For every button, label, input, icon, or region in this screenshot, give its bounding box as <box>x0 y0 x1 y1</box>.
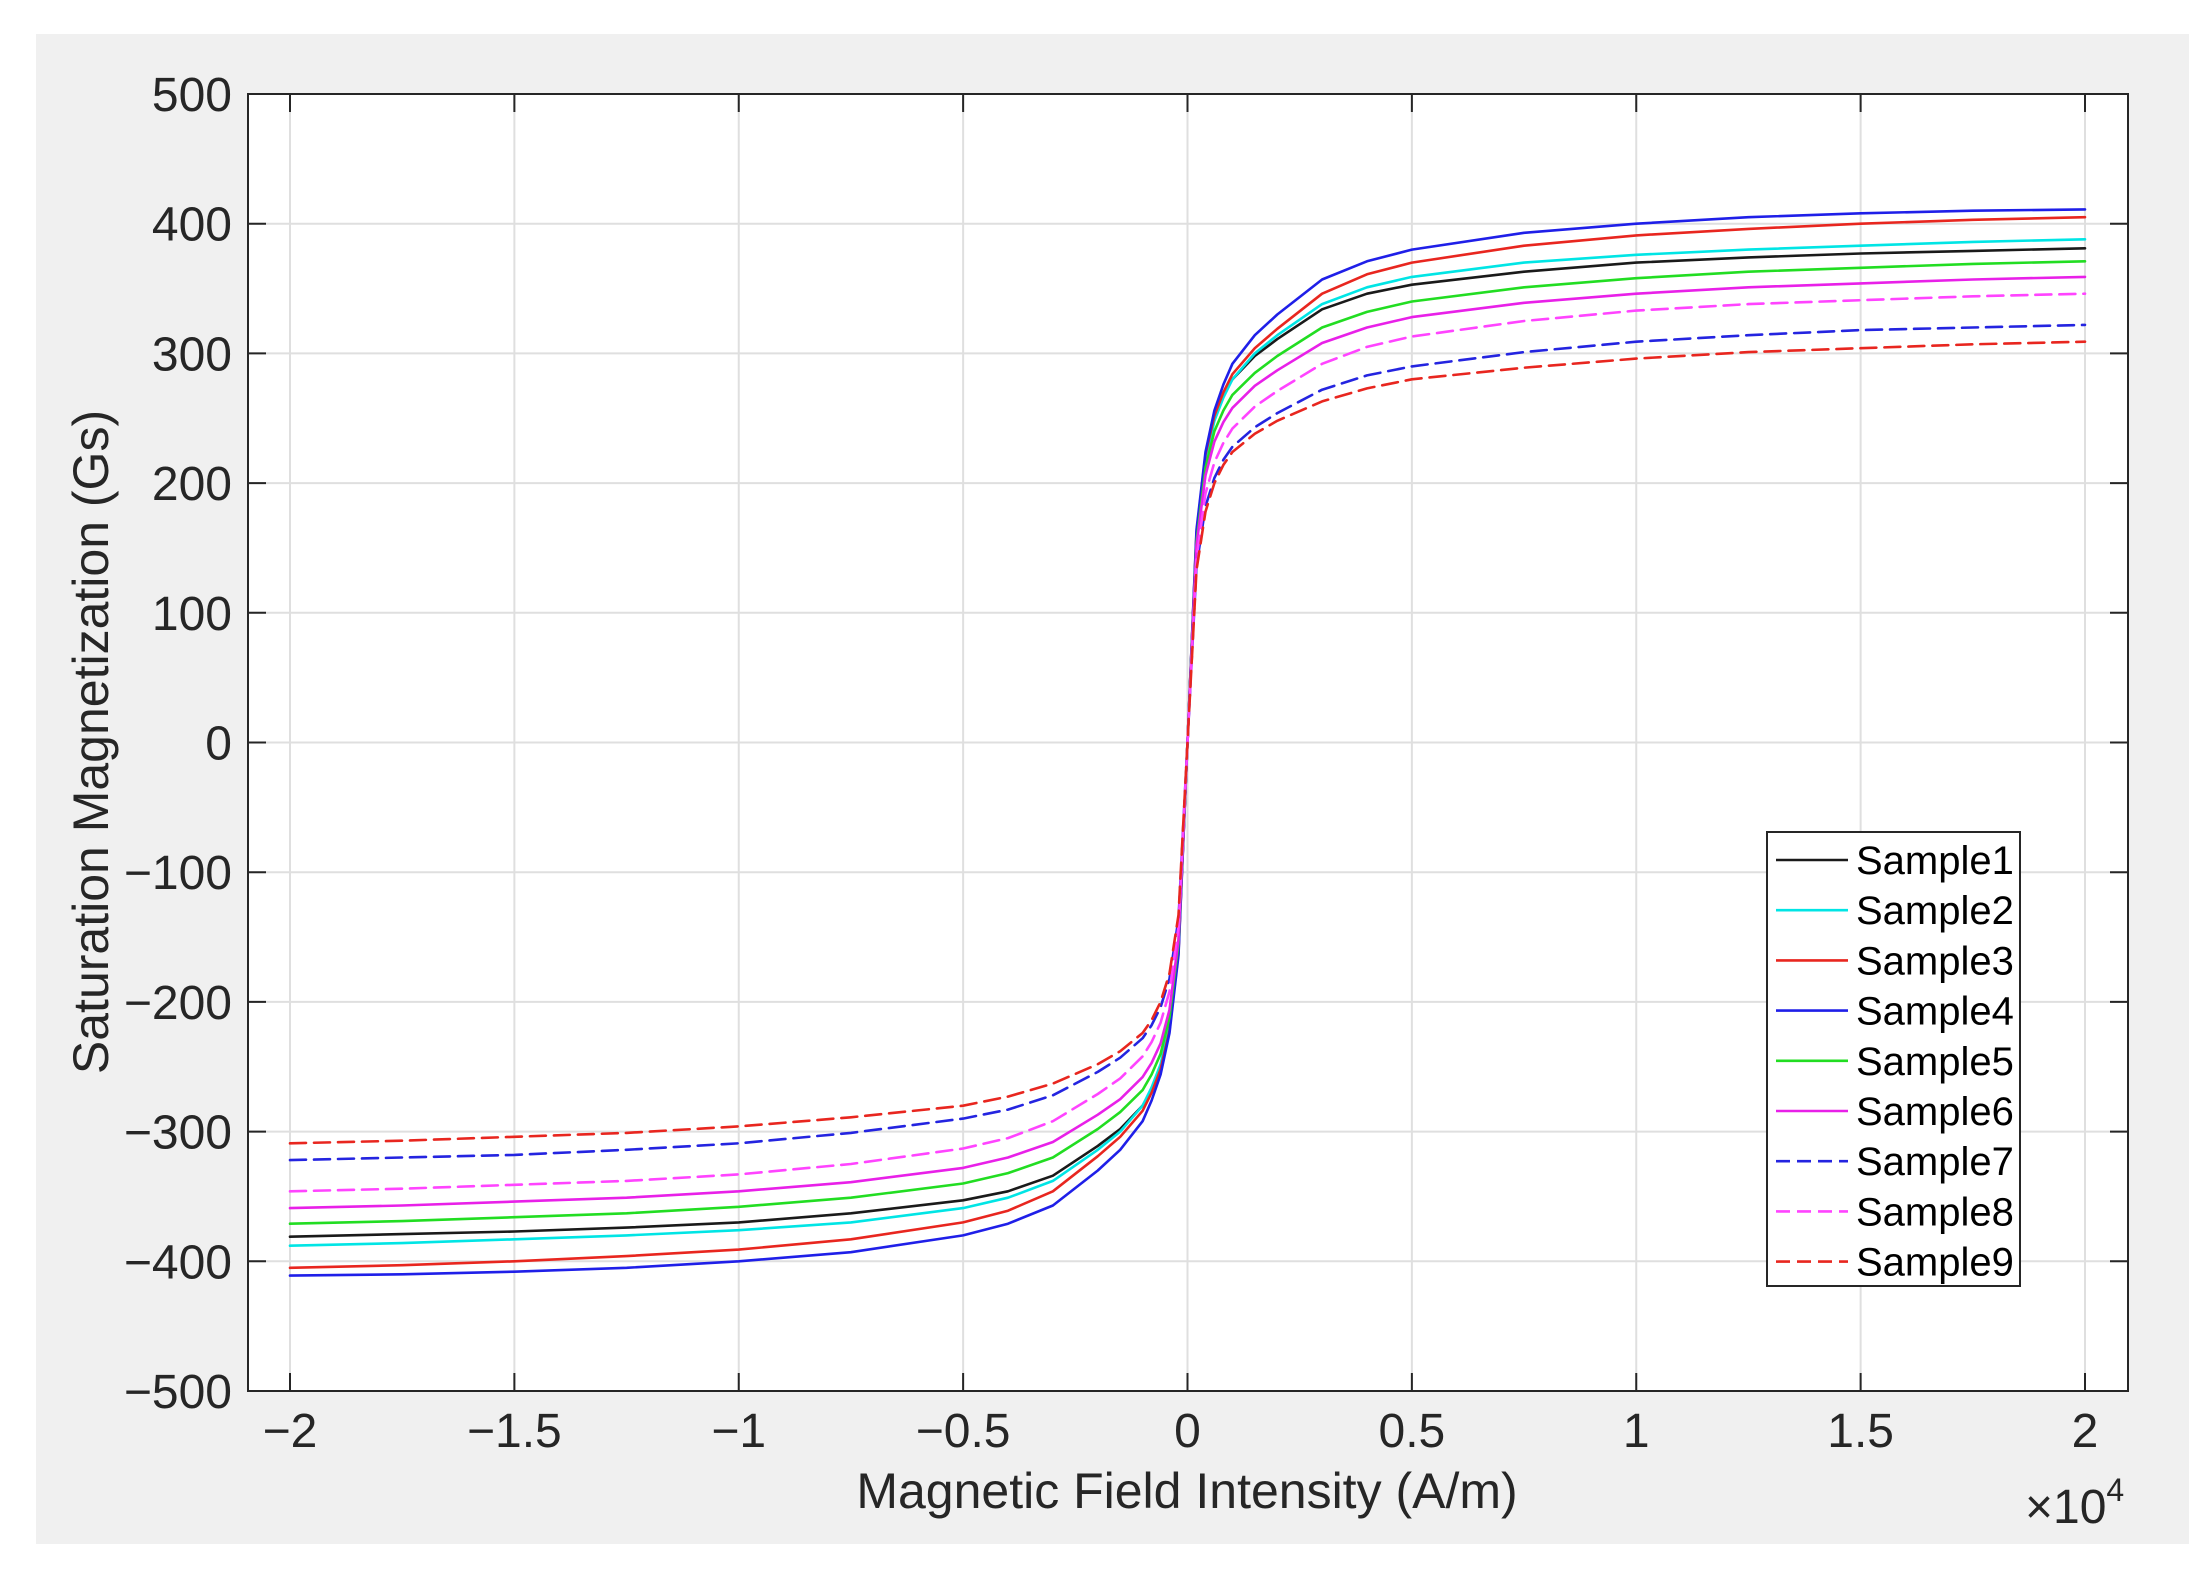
y-tick-label: 0 <box>205 718 232 771</box>
x-exponent-power: 4 <box>2106 1472 2124 1508</box>
ticks <box>248 93 2128 1392</box>
x-axis-label: Magnetic Field Intensity (A/m) <box>856 1463 1517 1519</box>
legend[interactable]: Sample1 Sample2 Sample3 Sample4 Sample5 Sampl… <box>1766 831 2021 1287</box>
legend-label: Sample1 <box>1856 839 2014 883</box>
x-tick-label: 0.5 <box>1379 1405 1446 1458</box>
legend-items: Sample1 Sample2 Sample3 Sample4 Sample5 Sampl… <box>1776 839 2014 1285</box>
y-tick-label: 400 <box>152 199 232 252</box>
x-tick-label: 2 <box>2072 1405 2099 1458</box>
y-tick-label: −300 <box>124 1107 232 1160</box>
y-tick-label: −100 <box>124 847 232 900</box>
legend-label: Sample3 <box>1856 939 2014 983</box>
x-tick-label: −0.5 <box>916 1405 1011 1458</box>
x-exponent-base: ×10 <box>2025 1481 2106 1534</box>
legend-label: Sample4 <box>1856 990 2014 1034</box>
y-tick-label: 500 <box>152 69 232 122</box>
legend-label: Sample2 <box>1856 889 2014 933</box>
x-tick-label: −1.5 <box>467 1405 562 1458</box>
x-tick-label: −2 <box>263 1405 318 1458</box>
legend-label: Sample5 <box>1856 1040 2014 1084</box>
x-tick-labels: −2 −1.5 −1 −0.5 0 0.5 1 1.5 2 <box>263 1405 2099 1458</box>
y-tick-label: −200 <box>124 977 232 1030</box>
series-line-sample9 <box>288 340 2087 1145</box>
legend-label: Sample7 <box>1856 1140 2014 1184</box>
y-tick-label: −500 <box>124 1366 232 1419</box>
y-tick-label: −400 <box>124 1236 232 1289</box>
legend-label: Sample9 <box>1856 1241 2014 1285</box>
x-tick-label: 1.5 <box>1827 1405 1894 1458</box>
y-axis-label: Saturation Magnetization (Gs) <box>63 410 119 1074</box>
x-tick-label: 0 <box>1174 1405 1201 1458</box>
legend-label: Sample6 <box>1856 1090 2014 1134</box>
x-tick-label: 1 <box>1623 1405 1650 1458</box>
y-tick-label: 100 <box>152 588 232 641</box>
legend-label: Sample8 <box>1856 1190 2014 1234</box>
y-tick-label: 300 <box>152 328 232 381</box>
y-tick-label: 200 <box>152 458 232 511</box>
series-layer <box>288 208 2087 1277</box>
x-tick-label: −1 <box>711 1405 766 1458</box>
x-exponent-label: ×104 <box>2025 1472 2124 1534</box>
y-tick-labels: −500 −400 −300 −200 −100 0 100 200 300 400 500 <box>124 69 232 1419</box>
